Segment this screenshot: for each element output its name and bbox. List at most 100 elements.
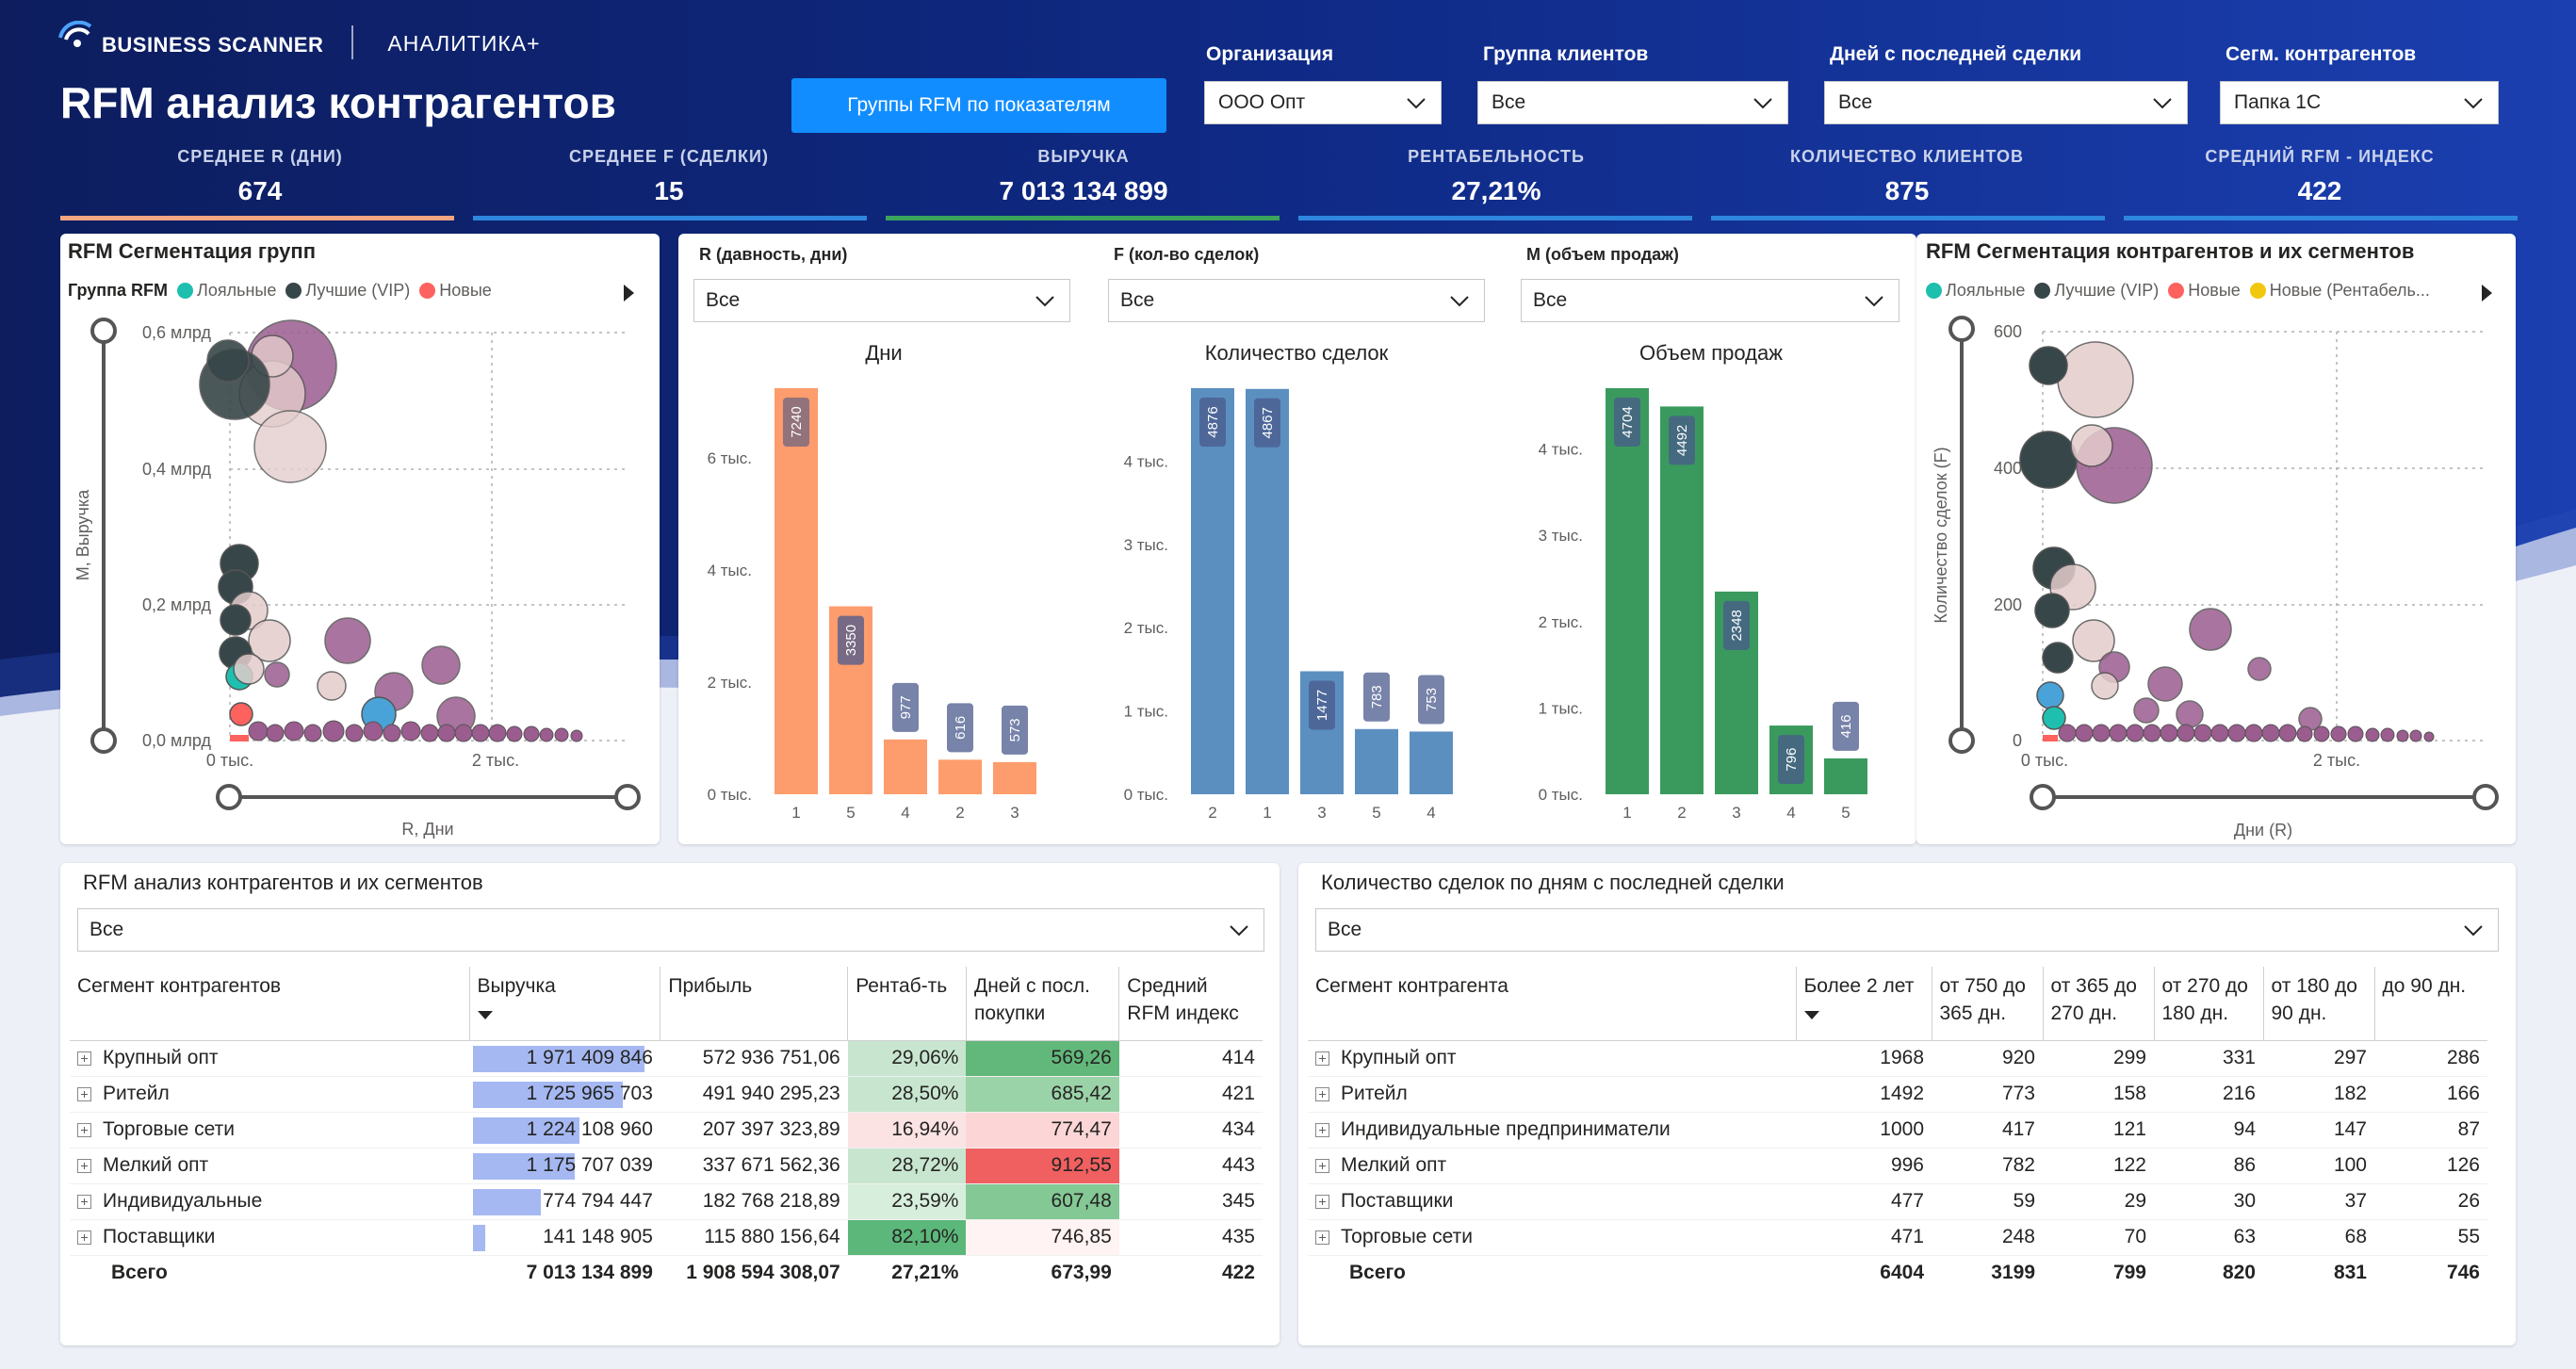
table-row[interactable]: Торговые сети 471 248 70 63 68 55 bbox=[1308, 1219, 2487, 1256]
bubble[interactable] bbox=[2042, 706, 2066, 730]
column-header[interactable]: Средний RFM индекс bbox=[1118, 967, 1263, 1041]
bar[interactable] bbox=[1824, 758, 1867, 794]
expand-icon[interactable] bbox=[1315, 1230, 1329, 1245]
bubble[interactable] bbox=[2091, 672, 2119, 700]
f-filter-select[interactable]: Все bbox=[1108, 279, 1485, 322]
bubble[interactable] bbox=[2176, 700, 2204, 728]
bubble[interactable] bbox=[233, 653, 265, 685]
bubble[interactable] bbox=[2029, 346, 2068, 385]
r-filter-select[interactable]: Все bbox=[693, 279, 1070, 322]
bubble[interactable] bbox=[488, 724, 507, 742]
bubble[interactable] bbox=[2423, 731, 2435, 742]
bar[interactable] bbox=[993, 761, 1036, 794]
bubble[interactable] bbox=[322, 720, 345, 742]
bar[interactable] bbox=[1355, 728, 1398, 794]
table-row[interactable]: Торговые сети 1 224 108 960 207 397 323,89… bbox=[70, 1112, 1263, 1149]
bubble[interactable] bbox=[220, 604, 252, 636]
bubble[interactable] bbox=[2043, 735, 2058, 742]
table-row[interactable]: Поставщики 477 59 29 30 37 26 bbox=[1308, 1183, 2487, 1220]
bar[interactable] bbox=[1606, 388, 1649, 794]
bubble[interactable] bbox=[2227, 724, 2246, 742]
column-header[interactable]: Сегмент контрагентов bbox=[70, 967, 470, 1041]
y-range-slider-handle[interactable] bbox=[1948, 316, 1975, 342]
bubble[interactable] bbox=[345, 724, 364, 742]
bubble[interactable] bbox=[2247, 657, 2272, 681]
column-header[interactable]: до 90 дн. bbox=[2373, 967, 2487, 1041]
bubble[interactable] bbox=[539, 727, 554, 742]
bubble[interactable] bbox=[284, 721, 304, 742]
bubble[interactable] bbox=[230, 735, 249, 742]
rfm-groups-button[interactable]: Группы RFM по показателям bbox=[791, 78, 1166, 133]
days-since-deal-select[interactable]: Все bbox=[1824, 81, 2188, 124]
bubble[interactable] bbox=[303, 724, 322, 742]
bubble[interactable] bbox=[2147, 666, 2183, 702]
bubble[interactable] bbox=[2058, 724, 2077, 742]
bubble[interactable] bbox=[2189, 608, 2232, 651]
bubble[interactable] bbox=[554, 727, 569, 742]
table-row[interactable]: Индивидуальные предприниматели 1000 417 121… bbox=[1308, 1112, 2487, 1149]
bubble[interactable] bbox=[2313, 725, 2330, 742]
bubble[interactable] bbox=[523, 725, 540, 742]
bubble[interactable] bbox=[324, 617, 371, 664]
expand-icon[interactable] bbox=[77, 1087, 91, 1101]
bubble[interactable] bbox=[2278, 724, 2297, 742]
table-row[interactable]: Поставщики 141 148 905 115 880 156,64 82,10… bbox=[70, 1219, 1263, 1256]
bubble[interactable] bbox=[2034, 593, 2070, 628]
expand-icon[interactable] bbox=[1315, 1051, 1329, 1066]
bubble[interactable] bbox=[2365, 727, 2380, 742]
table-row[interactable]: Ритейл 1 725 965 703 491 940 295,23 28,50% 6… bbox=[70, 1076, 1263, 1113]
expand-icon[interactable] bbox=[77, 1230, 91, 1245]
bubble[interactable] bbox=[2057, 341, 2134, 418]
bubble[interactable] bbox=[420, 724, 439, 742]
expand-icon[interactable] bbox=[1315, 1123, 1329, 1137]
x-range-slider-handle[interactable] bbox=[2472, 784, 2499, 810]
bar[interactable] bbox=[1660, 406, 1704, 794]
x-range-slider-handle[interactable] bbox=[216, 784, 242, 810]
bubble[interactable] bbox=[2244, 724, 2263, 742]
bubble[interactable] bbox=[454, 724, 473, 742]
table-left-filter-select[interactable]: Все bbox=[77, 908, 1264, 952]
column-header[interactable]: Рентаб-ть bbox=[847, 967, 967, 1041]
expand-icon[interactable] bbox=[77, 1123, 91, 1137]
bubble[interactable] bbox=[2409, 729, 2422, 742]
client-group-select[interactable]: Все bbox=[1477, 81, 1788, 124]
bubble[interactable] bbox=[2070, 424, 2113, 467]
bubble[interactable] bbox=[2160, 724, 2178, 742]
column-header[interactable]: Дней с посл. покупки bbox=[965, 967, 1119, 1041]
legend-next-arrow-icon[interactable] bbox=[624, 285, 634, 302]
bubble[interactable] bbox=[421, 645, 461, 685]
expand-icon[interactable] bbox=[77, 1159, 91, 1173]
bar[interactable] bbox=[774, 388, 818, 794]
bubble[interactable] bbox=[2126, 724, 2144, 742]
table-row[interactable]: Крупный опт 1968 920 299 331 297 286 bbox=[1308, 1040, 2487, 1077]
legend-next-arrow-icon[interactable] bbox=[2482, 285, 2492, 302]
table-row[interactable]: Мелкий опт 1 175 707 039 337 671 562,36 28,… bbox=[70, 1148, 1263, 1184]
bubble[interactable] bbox=[317, 671, 347, 701]
bubble[interactable] bbox=[2261, 724, 2280, 742]
bubble[interactable] bbox=[266, 724, 285, 742]
y-range-slider-handle[interactable] bbox=[90, 727, 117, 754]
bubble[interactable] bbox=[264, 661, 290, 688]
bubble[interactable] bbox=[2036, 681, 2064, 709]
column-header[interactable]: от 365 до 270 дн. bbox=[2042, 967, 2154, 1041]
bubble[interactable] bbox=[248, 619, 291, 662]
bubble[interactable] bbox=[2330, 725, 2347, 742]
bubble[interactable] bbox=[2133, 697, 2160, 724]
bubble[interactable] bbox=[229, 702, 253, 726]
bubble[interactable] bbox=[400, 721, 421, 742]
bubble[interactable] bbox=[2347, 725, 2364, 742]
table-right-filter-select[interactable]: Все bbox=[1315, 908, 2499, 952]
organization-select[interactable]: ООО Опт bbox=[1204, 81, 1442, 124]
bubble[interactable] bbox=[2193, 724, 2212, 742]
table-row[interactable]: Мелкий опт 996 782 122 86 100 126 bbox=[1308, 1148, 2487, 1184]
column-header[interactable]: от 180 до 90 дн. bbox=[2262, 967, 2374, 1041]
table-row[interactable]: Ритейл 1492 773 158 216 182 166 bbox=[1308, 1076, 2487, 1113]
bar[interactable] bbox=[1191, 388, 1234, 794]
bubble[interactable] bbox=[2075, 724, 2094, 742]
bubble[interactable] bbox=[383, 724, 401, 742]
x-range-slider-handle[interactable] bbox=[614, 784, 641, 810]
bubble[interactable] bbox=[248, 721, 269, 742]
table-row[interactable]: Индивидуальные 774 794 447 182 768 218,89 2… bbox=[70, 1183, 1263, 1220]
bar[interactable] bbox=[1246, 388, 1289, 794]
table-row[interactable]: Крупный опт 1 971 409 846 572 936 751,06 29… bbox=[70, 1040, 1263, 1077]
